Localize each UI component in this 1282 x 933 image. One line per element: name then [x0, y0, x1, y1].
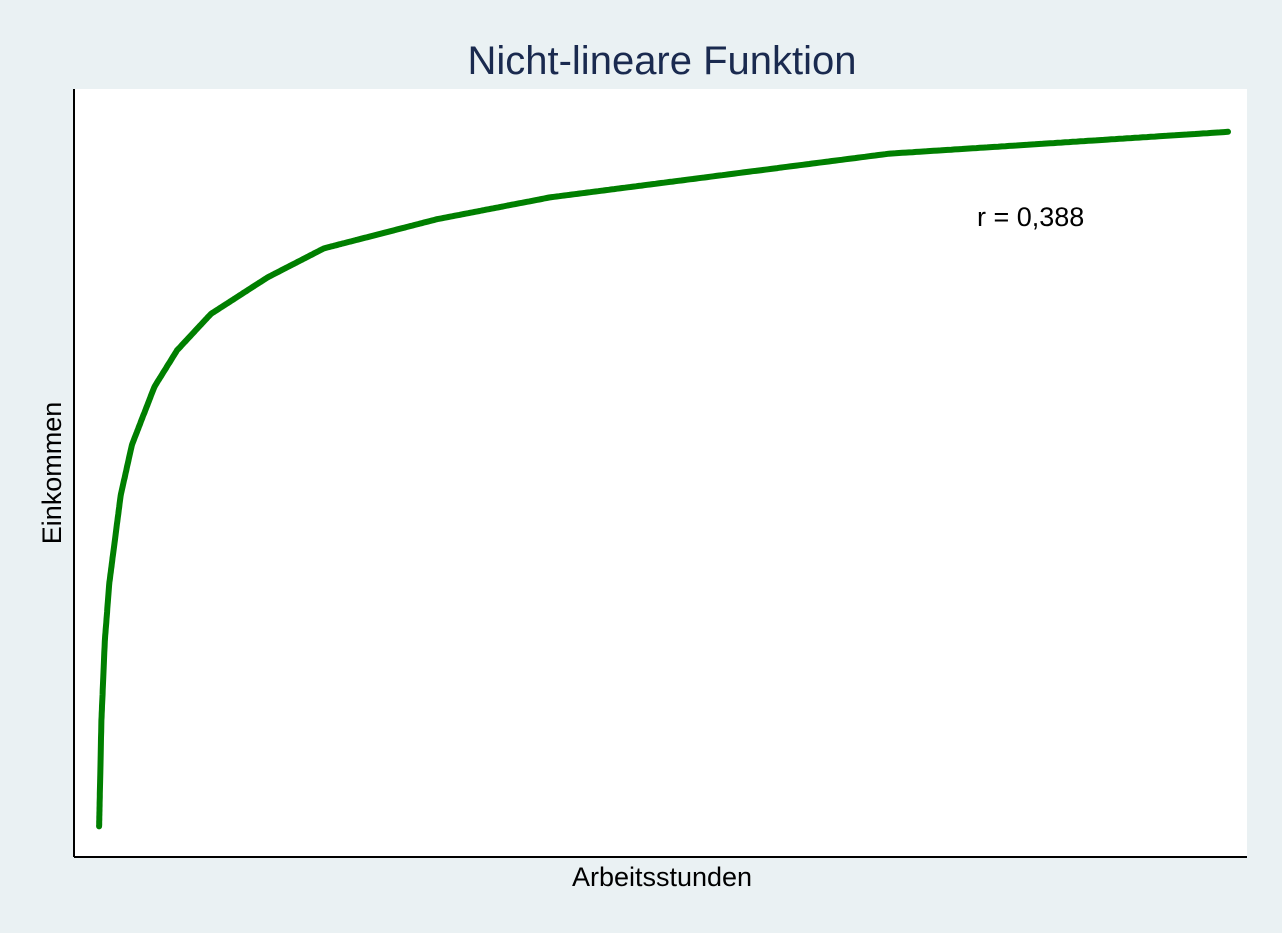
- x-axis-label: Arbeitsstunden: [572, 862, 752, 892]
- y-axis-label: Einkommen: [37, 402, 67, 545]
- plot-area: [74, 89, 1247, 857]
- correlation-annotation: r = 0,388: [977, 202, 1084, 232]
- series-line-0: [96, 128, 1231, 830]
- chart-title: Nicht-lineare Funktion: [467, 39, 856, 83]
- series-layer: [96, 128, 1231, 830]
